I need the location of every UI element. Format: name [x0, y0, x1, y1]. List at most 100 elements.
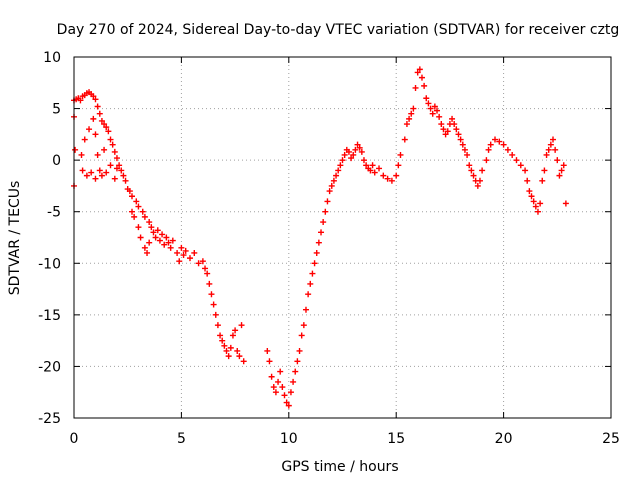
data-point	[328, 182, 335, 189]
data-point	[118, 167, 125, 174]
data-point	[120, 172, 127, 179]
data-point	[350, 151, 357, 158]
data-point	[539, 177, 546, 184]
y-axis-label: SDTVAR / TECUs	[7, 181, 23, 296]
data-point	[322, 208, 329, 215]
data-point	[401, 136, 408, 143]
data-point	[526, 188, 533, 195]
data-point	[315, 239, 322, 246]
y-tick-label: -25	[38, 411, 61, 427]
data-point	[431, 103, 438, 110]
data-point	[96, 110, 103, 117]
plot-frame	[73, 56, 612, 419]
data-point	[225, 353, 232, 360]
data-point	[302, 306, 309, 313]
y-tick-label: -15	[38, 308, 61, 324]
data-point	[339, 157, 346, 164]
data-point	[483, 157, 490, 164]
data-point	[307, 280, 314, 287]
data-point	[311, 260, 318, 267]
data-point	[72, 146, 79, 153]
data-point	[154, 227, 161, 234]
data-point	[410, 105, 417, 112]
y-tick-label: -5	[47, 205, 61, 221]
data-point	[348, 155, 355, 162]
data-point	[163, 234, 170, 241]
data-point	[285, 402, 292, 409]
data-point	[128, 208, 135, 215]
data-point	[109, 141, 116, 148]
data-point	[212, 311, 219, 318]
data-point	[300, 322, 307, 329]
data-point	[418, 74, 425, 81]
data-point	[333, 172, 340, 179]
data-point	[513, 157, 520, 164]
y-tick-label: 0	[52, 153, 61, 169]
data-point	[457, 136, 464, 143]
data-point	[94, 151, 101, 158]
data-point	[165, 239, 172, 246]
data-point	[283, 399, 290, 406]
data-point	[416, 66, 423, 73]
data-point	[449, 115, 456, 122]
data-point	[509, 151, 516, 158]
data-point	[268, 373, 275, 380]
data-point	[178, 244, 185, 251]
data-point	[186, 255, 193, 262]
data-point	[111, 148, 118, 155]
data-point	[182, 247, 189, 254]
data-point	[78, 151, 85, 158]
data-point	[296, 347, 303, 354]
data-point	[116, 162, 123, 169]
data-point	[81, 136, 88, 143]
data-point	[294, 358, 301, 365]
data-point	[217, 332, 224, 339]
data-point	[270, 384, 277, 391]
x-tick-label: 25	[602, 431, 620, 447]
data-point	[264, 347, 271, 354]
data-point	[547, 141, 554, 148]
data-point	[169, 237, 176, 244]
data-point	[77, 97, 84, 104]
data-series	[71, 66, 569, 409]
data-point	[537, 200, 544, 207]
data-point	[550, 136, 557, 143]
data-point	[113, 165, 120, 172]
data-point	[144, 249, 151, 256]
data-point	[530, 198, 537, 205]
data-point	[236, 353, 243, 360]
data-point	[545, 146, 552, 153]
data-point	[167, 244, 174, 251]
data-point	[438, 121, 445, 128]
data-point	[558, 167, 565, 174]
data-point	[363, 162, 370, 169]
data-point	[451, 121, 458, 128]
data-point	[210, 301, 217, 308]
data-point	[202, 265, 209, 272]
data-point	[517, 162, 524, 169]
data-point	[337, 162, 344, 169]
data-point	[496, 138, 503, 145]
data-point	[122, 177, 129, 184]
data-point	[384, 175, 391, 182]
data-point	[111, 175, 118, 182]
data-point	[479, 167, 486, 174]
data-point	[354, 141, 361, 148]
data-point	[455, 131, 462, 138]
x-tick-label: 15	[387, 431, 405, 447]
data-point	[150, 229, 157, 236]
data-point	[290, 378, 297, 385]
data-point	[139, 208, 146, 215]
chart-title: Day 270 of 2024, Sidereal Day-to-day VTE…	[57, 22, 620, 38]
data-point	[335, 167, 342, 174]
x-axis-label: GPS time / hours	[281, 459, 398, 475]
data-point	[135, 203, 142, 210]
data-point	[562, 200, 569, 207]
data-point	[487, 141, 494, 148]
data-point	[534, 208, 541, 215]
data-point	[532, 203, 539, 210]
data-point	[371, 169, 378, 176]
data-point	[341, 151, 348, 158]
data-point	[92, 175, 99, 182]
